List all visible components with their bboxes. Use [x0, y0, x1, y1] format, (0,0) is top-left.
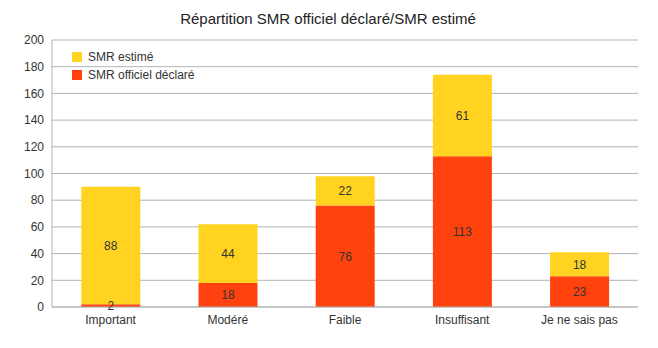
svg-text:140: 140 — [24, 113, 44, 127]
svg-text:Insuffisant: Insuffisant — [435, 313, 490, 327]
svg-text:Modéré: Modéré — [207, 313, 248, 327]
svg-text:0: 0 — [37, 300, 44, 314]
svg-text:80: 80 — [31, 193, 45, 207]
svg-text:180: 180 — [24, 60, 44, 74]
svg-text:Important: Important — [85, 313, 136, 327]
svg-text:61: 61 — [456, 109, 470, 123]
svg-text:23: 23 — [573, 285, 587, 299]
svg-text:18: 18 — [221, 288, 235, 302]
svg-text:120: 120 — [24, 140, 44, 154]
svg-text:20: 20 — [31, 274, 45, 288]
svg-text:88: 88 — [104, 239, 118, 253]
svg-text:40: 40 — [31, 247, 45, 261]
svg-text:160: 160 — [24, 87, 44, 101]
svg-text:2: 2 — [107, 299, 114, 313]
svg-text:60: 60 — [31, 220, 45, 234]
svg-text:22: 22 — [339, 184, 353, 198]
svg-text:76: 76 — [339, 250, 353, 264]
svg-text:Je ne sais pas: Je ne sais pas — [541, 313, 618, 327]
svg-text:Faible: Faible — [329, 313, 362, 327]
html-text:SMR officiel déclaré: SMR officiel déclaré — [88, 68, 195, 82]
svg-text:113: 113 — [453, 225, 472, 239]
html-text:SMR estimé: SMR estimé — [88, 50, 154, 64]
html-text:Répartition SMR officiel décla: Répartition SMR officiel déclaré/SMR est… — [180, 10, 476, 27]
svg-text:44: 44 — [221, 247, 235, 261]
svg-text:200: 200 — [24, 33, 44, 47]
svg-text:100: 100 — [24, 167, 44, 181]
svg-text:18: 18 — [573, 258, 587, 272]
